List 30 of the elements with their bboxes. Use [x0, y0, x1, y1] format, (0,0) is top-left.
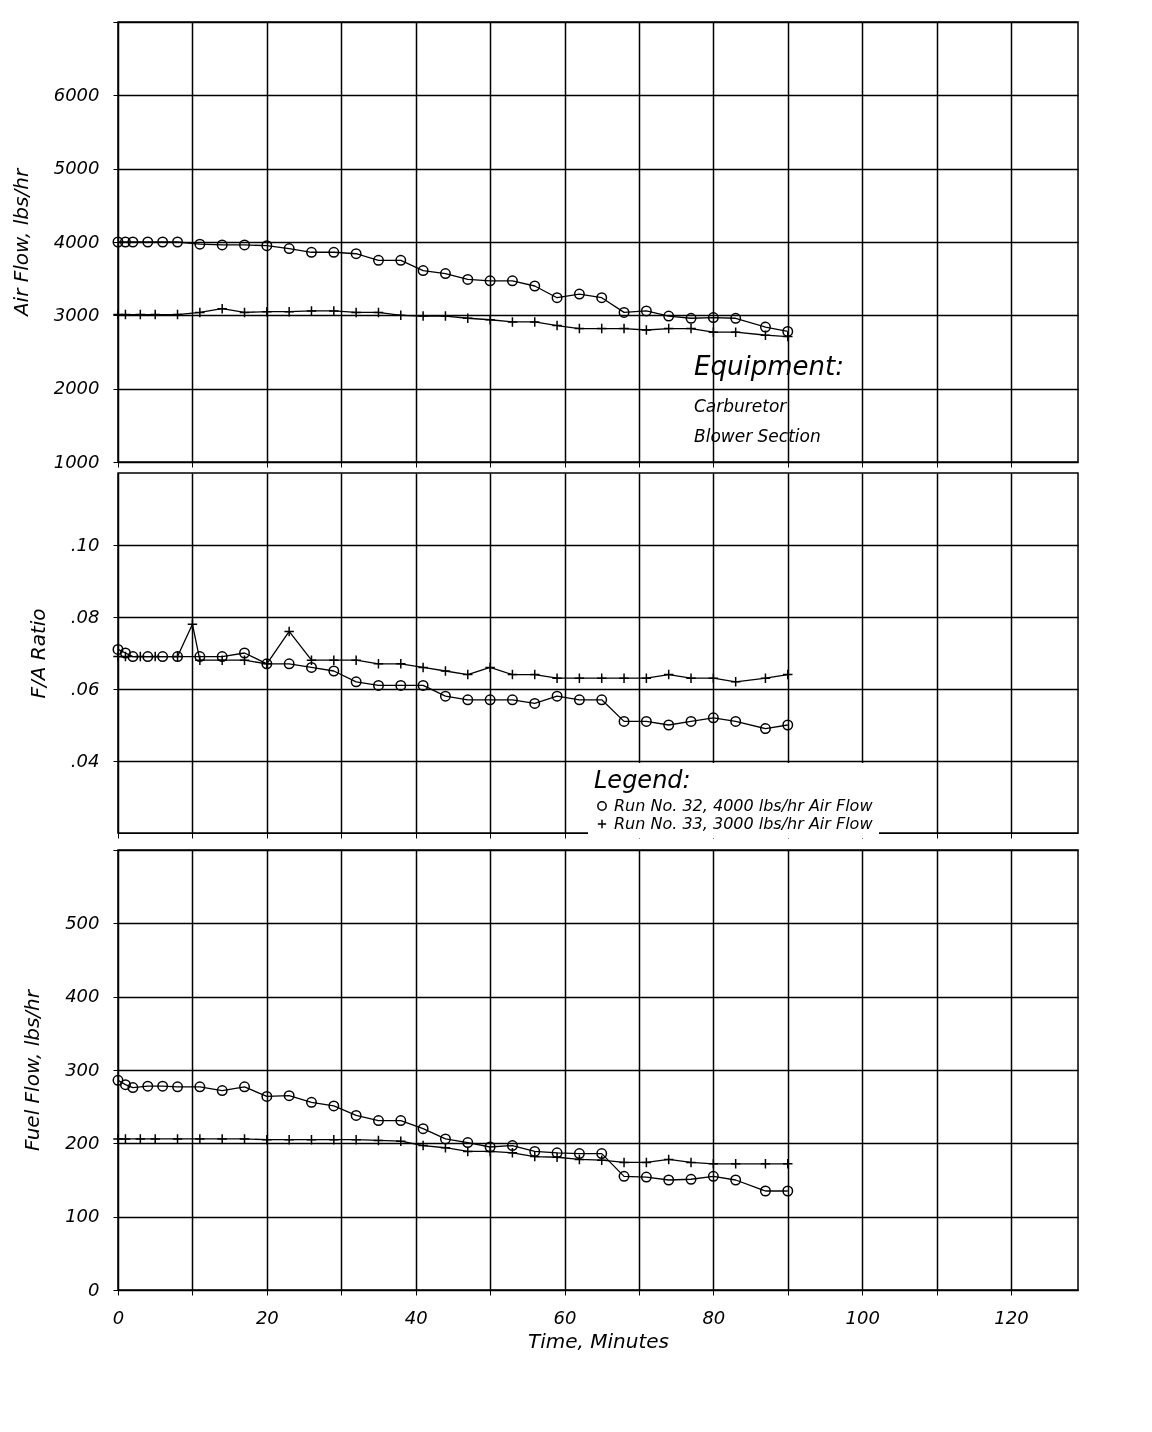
y-tick-label: .08: [70, 605, 100, 627]
y-axis-title: Air Flow, lbs/hr: [8, 167, 33, 319]
y-tick-label: 400: [65, 985, 100, 1007]
y-tick-label: .10: [70, 533, 100, 555]
y-tick-label: 3000: [53, 303, 100, 325]
y-tick-label: 300: [65, 1058, 100, 1080]
y-tick-label: 500: [65, 911, 100, 933]
y-tick-label: 5000: [53, 157, 100, 179]
y-tick-label: 6000: [53, 83, 100, 105]
legend-label: Run No. 33, 3000 lbs/hr Air Flow: [614, 814, 874, 833]
y-tick-label: 200: [65, 1131, 100, 1153]
legend-label: Run No. 32, 4000 lbs/hr Air Flow: [614, 796, 874, 815]
y-tick-label: 1000: [53, 450, 100, 472]
x-axis-title: Time, Minutes: [527, 1328, 670, 1353]
x-tick-label: 20: [255, 1306, 279, 1328]
y-tick-label: 4000: [53, 230, 100, 252]
legend-title: Legend:: [594, 766, 691, 794]
y-tick-label: 100: [65, 1205, 100, 1227]
y-tick-label: 0: [88, 1278, 100, 1300]
x-tick-label: 40: [404, 1306, 428, 1328]
y-tick-label: 2000: [53, 377, 100, 399]
y-tick-label: .06: [70, 677, 100, 699]
x-tick-label: 120: [994, 1306, 1029, 1328]
y-tick-label: .04: [70, 749, 100, 771]
x-tick-label: 60: [553, 1306, 577, 1328]
x-tick-label: 100: [845, 1306, 880, 1328]
x-tick-label: 0: [112, 1306, 125, 1328]
y-axis-title: Fuel Flow, lbs/hr: [20, 988, 45, 1151]
y-axis-title: F/A Ratio: [25, 608, 50, 699]
x-tick-label: 80: [702, 1306, 726, 1328]
